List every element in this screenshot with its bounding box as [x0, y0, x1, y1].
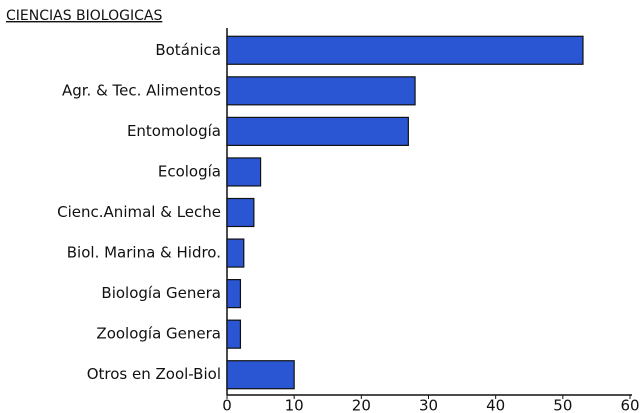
bar	[226, 116, 409, 146]
y-tick-label: Biología Genera	[101, 284, 221, 302]
bar	[226, 157, 262, 187]
y-tick-label: Ecología	[158, 162, 221, 180]
y-tick-label: Zoología Genera	[96, 325, 221, 343]
x-tick-label: 60	[620, 397, 639, 413]
bar	[226, 197, 255, 228]
bar	[226, 35, 584, 65]
y-tick-label: Biol. Marina & Hidro.	[67, 244, 221, 262]
bar	[226, 279, 242, 309]
bar	[226, 76, 416, 106]
bar	[226, 360, 295, 390]
y-tick-label: Cienc.Animal & Leche	[57, 203, 221, 221]
y-tick-label: Otros en Zool-Biol	[87, 365, 221, 383]
y-tick-label: Agr. & Tec. Alimentos	[62, 81, 221, 99]
x-tick-label: 20	[352, 397, 371, 413]
y-tick-label: Entomología	[127, 122, 221, 140]
y-tick-label: Botánica	[155, 41, 221, 59]
chart-title: CIENCIAS BIOLOGICAS	[6, 8, 162, 24]
x-tick-label: 50	[553, 397, 572, 413]
x-tick-label: 10	[285, 397, 304, 413]
x-tick-label: 40	[486, 397, 505, 413]
bar	[226, 238, 245, 268]
x-tick-label: 30	[419, 397, 438, 413]
bar	[226, 319, 242, 349]
x-tick-label: 0	[222, 397, 232, 413]
